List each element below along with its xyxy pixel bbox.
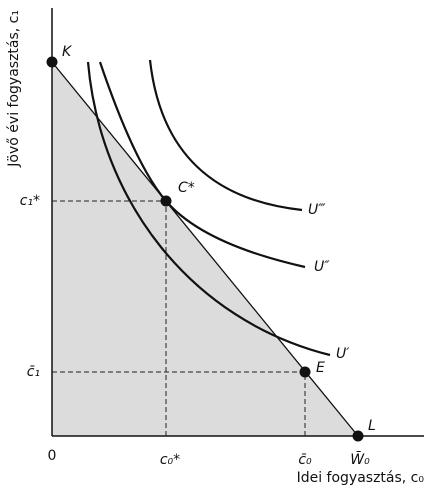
- curve-label: U′: [336, 346, 350, 362]
- point: [299, 366, 311, 378]
- indifference-curve: [86, 61, 331, 357]
- curve-label: U″: [314, 259, 330, 275]
- x-tick-label: W̄₀: [350, 450, 370, 468]
- point-label: K: [62, 44, 73, 60]
- x-tick-label: c₀*: [160, 452, 180, 468]
- indifference-curve: [148, 59, 303, 212]
- x-tick-label: c̄₀: [298, 452, 312, 468]
- point-label: L: [368, 418, 376, 434]
- curve-label: U‴: [308, 202, 326, 218]
- x-axis-label: Idei fogyasztás, c₀: [297, 470, 425, 486]
- point: [46, 56, 58, 68]
- point-label: C*: [178, 180, 195, 196]
- point-label: E: [316, 360, 325, 376]
- origin-label: 0: [48, 448, 57, 464]
- y-tick-label: c̄₁: [27, 364, 40, 380]
- y-axis-label: Jövő évi fogyasztás, c₁: [6, 10, 22, 168]
- y-tick-label: c₁*: [20, 193, 40, 209]
- point: [352, 430, 364, 442]
- point: [160, 195, 172, 207]
